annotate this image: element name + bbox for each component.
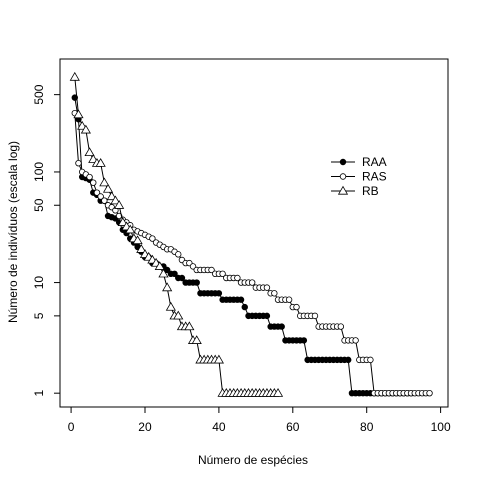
data-point-raa: [278, 323, 285, 330]
data-point-rb: [80, 124, 91, 134]
data-point-ras: [90, 179, 97, 186]
series-layer: [69, 71, 433, 397]
data-point-raa: [193, 279, 200, 286]
data-point-raa: [237, 296, 245, 303]
data-point-ras: [426, 389, 433, 397]
y-tick-label: 5: [32, 312, 46, 319]
data-point-ras: [285, 296, 293, 303]
data-point-rb: [106, 191, 117, 201]
data-point-raa: [300, 337, 308, 344]
data-point-rb: [114, 200, 125, 209]
data-point-ras: [219, 270, 226, 278]
x-tick-label: 100: [431, 420, 451, 434]
data-point-rb: [125, 224, 136, 234]
data-point-rb: [132, 235, 143, 245]
series-line-rb: [74, 77, 279, 394]
data-point-raa: [171, 270, 178, 278]
data-point-ras: [97, 193, 104, 200]
x-axis-label: Número de espécies: [198, 453, 308, 467]
legend-label-ras: RAS: [362, 170, 387, 184]
legend-label-rb: RB: [362, 184, 379, 198]
series-ras: [71, 109, 433, 397]
x-tick-label: 40: [212, 420, 226, 434]
data-point-rb: [154, 261, 165, 270]
data-point-ras: [175, 251, 182, 258]
data-point-ras: [208, 266, 215, 274]
data-point-ras: [75, 159, 82, 167]
data-point-rb: [272, 387, 284, 397]
legend-marker-raa: [339, 158, 347, 166]
data-point-rb: [165, 301, 176, 311]
data-point-ras: [263, 284, 271, 291]
data-point-ras: [271, 290, 278, 297]
data-point-rb: [158, 268, 169, 278]
x-tick-label: 0: [68, 420, 75, 434]
data-point-ras: [101, 197, 108, 204]
data-point-rb: [136, 244, 147, 253]
data-point-rb: [84, 147, 95, 157]
legend-marker-rb: [337, 185, 349, 195]
data-point-raa: [241, 303, 248, 311]
data-point-raa: [345, 356, 352, 364]
data-point-raa: [215, 290, 223, 297]
y-tick-label: 1: [32, 390, 46, 397]
data-point-ras: [149, 235, 156, 242]
data-point-rb: [102, 183, 114, 193]
data-point-rb: [69, 71, 80, 81]
data-point-ras: [248, 279, 256, 286]
data-point-ras: [337, 323, 345, 330]
data-point-rb: [213, 354, 224, 364]
y-tick-label: 50: [32, 198, 46, 212]
y-tick-label: 100: [32, 162, 46, 182]
data-point-raa: [263, 312, 271, 320]
data-point-rb: [95, 158, 106, 167]
x-tick-label: 80: [360, 420, 374, 434]
x-tick-label: 60: [286, 420, 300, 434]
legend-marker-ras: [339, 173, 347, 180]
plot-border: [59, 58, 449, 408]
data-point-ras: [234, 274, 241, 282]
data-point-ras: [352, 337, 359, 344]
data-point-rb: [110, 195, 121, 205]
data-point-ras: [86, 173, 93, 181]
data-point-rb: [73, 109, 84, 119]
data-point-rb: [99, 177, 110, 187]
series-rb: [69, 71, 284, 397]
series-raa: [71, 94, 415, 397]
data-point-raa: [178, 274, 186, 282]
legend-label-raa: RAA: [362, 155, 387, 169]
y-axis-label: Número de indivíduos (escala log): [6, 141, 20, 323]
y-tick-label: 500: [32, 84, 46, 104]
data-point-rb: [184, 321, 195, 331]
data-point-rb: [162, 282, 173, 292]
plot-axes: 0 20 40 60 80 100 1 5 10 50 100 500: [32, 58, 451, 434]
series-line-raa: [74, 97, 412, 394]
data-point-ras: [311, 312, 319, 320]
x-tick-label: 20: [138, 420, 152, 434]
data-point-rb: [173, 310, 184, 320]
data-point-ras: [293, 303, 300, 311]
data-point-rb: [191, 335, 202, 344]
data-point-rb: [117, 217, 128, 226]
data-point-ras: [367, 356, 374, 364]
data-point-ras: [93, 189, 101, 196]
y-tick-label: 10: [32, 276, 46, 290]
